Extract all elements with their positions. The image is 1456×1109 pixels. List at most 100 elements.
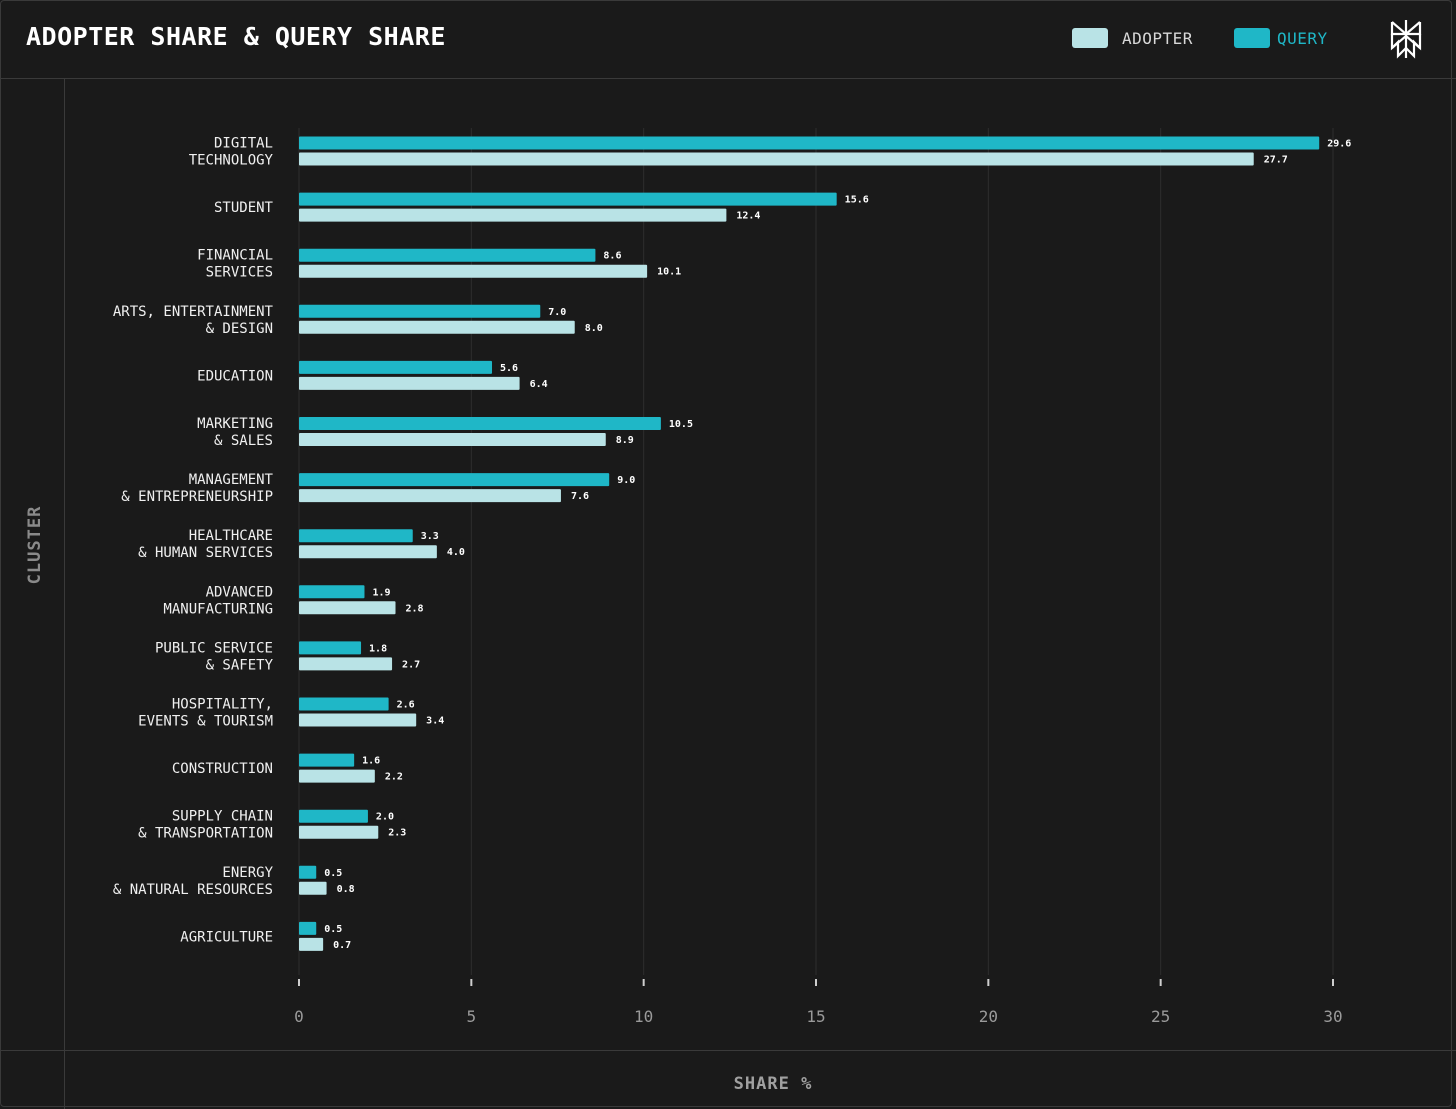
x-tick-label: 10 [634, 1007, 653, 1026]
x-tick-label: 30 [1323, 1007, 1342, 1026]
query-bar [299, 865, 317, 879]
adopter-bar [299, 489, 561, 503]
legend-swatch-adopter [1072, 28, 1108, 48]
adopter-value-label: 10.1 [657, 267, 681, 278]
category-label: FINANCIAL [197, 248, 273, 264]
query-bar [299, 753, 355, 767]
adopter-value-label: 2.8 [406, 603, 424, 614]
category-label: ENERGY [222, 865, 273, 881]
category-label: AGRICULTURE [180, 929, 273, 945]
legend-swatch-query [1234, 28, 1270, 48]
category-label: TECHNOLOGY [189, 153, 274, 169]
adopter-value-label: 27.7 [1264, 155, 1288, 166]
adopter-value-label: 2.2 [385, 772, 403, 783]
query-value-label: 2.6 [397, 700, 415, 711]
category-label: ADVANCED [206, 584, 273, 600]
adopter-value-label: 0.7 [333, 940, 351, 951]
adopter-value-label: 2.7 [402, 659, 420, 670]
adopter-bar [299, 769, 375, 783]
query-value-label: 1.9 [372, 587, 390, 598]
category-label: EVENTS & TOURISM [138, 714, 273, 730]
x-tick-label: 25 [1151, 1007, 1170, 1026]
adopter-value-label: 7.6 [571, 491, 589, 502]
adopter-value-label: 3.4 [426, 716, 444, 727]
legend-label-adopter: ADOPTER [1122, 29, 1193, 48]
x-tick-label: 20 [979, 1007, 998, 1026]
query-value-label: 0.5 [324, 868, 342, 879]
category-label: & ENTREPRENEURSHIP [121, 489, 273, 505]
chart-title: ADOPTER SHARE & QUERY SHARE [26, 22, 446, 51]
query-bar [299, 641, 362, 655]
query-value-label: 15.6 [845, 195, 869, 206]
query-bar [299, 192, 837, 206]
adopter-bar [299, 881, 327, 895]
query-bar [299, 529, 413, 543]
category-label: ARTS, ENTERTAINMENT [113, 304, 274, 320]
query-value-label: 1.8 [369, 643, 387, 654]
query-bar [299, 360, 493, 374]
adopter-bar [299, 601, 396, 615]
query-bar [299, 809, 368, 823]
adopter-value-label: 6.4 [530, 379, 548, 390]
adopter-bar [299, 545, 437, 559]
category-label: & TRANSPORTATION [138, 826, 273, 842]
query-value-label: 5.6 [500, 363, 518, 374]
category-label: STUDENT [214, 200, 274, 216]
category-label: DIGITAL [214, 136, 273, 152]
adopter-bar [299, 264, 648, 278]
category-label: SERVICES [206, 265, 273, 281]
query-value-label: 10.5 [669, 419, 693, 430]
category-label: MANAGEMENT [189, 472, 274, 488]
header-divider [0, 78, 1456, 79]
query-bar [299, 921, 317, 935]
adopter-bar [299, 433, 606, 446]
category-label: & SALES [214, 433, 273, 449]
category-label: EDUCATION [197, 368, 273, 384]
adopter-bar [299, 320, 575, 334]
adopter-value-label: 4.0 [447, 547, 465, 558]
category-label: & SAFETY [206, 657, 274, 673]
query-bar [299, 304, 541, 318]
footer-divider [0, 1050, 1456, 1051]
adopter-value-label: 8.9 [616, 435, 634, 446]
query-bar [299, 417, 661, 430]
category-label: MARKETING [197, 416, 273, 432]
query-value-label: 8.6 [603, 251, 621, 262]
x-axis-title: SHARE % [733, 1074, 813, 1094]
category-label: PUBLIC SERVICE [155, 640, 273, 656]
category-label: & NATURAL RESOURCES [113, 882, 273, 898]
adopter-value-label: 0.8 [337, 884, 355, 895]
adopter-value-label: 8.0 [585, 323, 603, 334]
left-divider [64, 79, 65, 1109]
query-value-label: 9.0 [617, 475, 635, 486]
category-label: SUPPLY CHAIN [172, 809, 273, 825]
adopter-bar [299, 937, 324, 951]
query-bar [299, 136, 1320, 150]
query-value-label: 1.6 [362, 756, 380, 767]
query-bar [299, 473, 610, 487]
adopter-value-label: 2.3 [388, 828, 406, 839]
adopter-bar [299, 713, 417, 727]
category-label: & DESIGN [206, 321, 273, 337]
legend-label-query: QUERY [1277, 29, 1328, 48]
category-label: HEALTHCARE [189, 528, 273, 544]
query-bar [299, 248, 596, 262]
perplexity-logo-icon [1390, 20, 1422, 59]
query-value-label: 29.6 [1327, 139, 1351, 150]
query-bar [299, 585, 365, 599]
query-value-label: 7.0 [548, 307, 566, 318]
query-value-label: 3.3 [421, 531, 439, 542]
adopter-bar [299, 152, 1254, 166]
adopter-value-label: 12.4 [736, 211, 760, 222]
x-tick-label: 5 [467, 1007, 477, 1026]
adopter-bar [299, 825, 379, 839]
category-label: MANUFACTURING [163, 601, 273, 617]
query-value-label: 0.5 [324, 924, 342, 935]
adopter-bar [299, 657, 393, 671]
query-bar [299, 697, 389, 711]
category-label: CONSTRUCTION [172, 761, 273, 777]
query-value-label: 2.0 [376, 812, 394, 823]
adopter-bar [299, 208, 727, 222]
